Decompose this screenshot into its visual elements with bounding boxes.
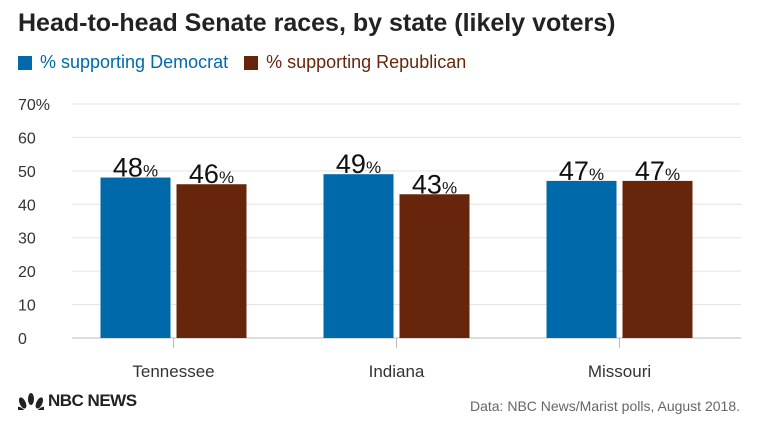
y-tick-label: 70% [18, 97, 50, 114]
data-label: 48% [113, 153, 158, 183]
data-label: 49% [336, 149, 381, 179]
bar [399, 194, 470, 338]
logo-text: NBC NEWS [48, 391, 137, 410]
legend-item-republican: % supporting Republican [244, 52, 466, 73]
legend-label-republican: % supporting Republican [266, 52, 467, 72]
x-tick-label: Tennessee [132, 362, 214, 381]
y-tick-label: 0 [18, 331, 27, 348]
bar [100, 177, 171, 338]
nbc-news-logo: NBC NEWS [18, 391, 137, 411]
y-tick-label: 60 [18, 130, 36, 147]
bar [176, 184, 247, 338]
bar [323, 174, 394, 338]
y-tick-label: 30 [18, 231, 36, 248]
chart-title: Head-to-head Senate races, by state (lik… [18, 9, 616, 37]
data-label: 43% [412, 169, 457, 199]
peacock-icon [18, 393, 44, 410]
chart-legend: % supporting Democrat % supporting Repub… [18, 52, 482, 73]
y-tick-label: 20 [18, 264, 36, 281]
legend-label-democrat: % supporting Democrat [40, 52, 229, 72]
x-tick-label: Indiana [369, 362, 425, 381]
source-note: Data: NBC News/Marist polls, August 2018… [469, 398, 740, 414]
data-label: 46% [189, 159, 234, 189]
y-tick-label: 40 [18, 197, 36, 214]
y-tick-label: 50 [18, 164, 36, 181]
bar [622, 180, 693, 338]
data-label: 47% [635, 156, 680, 186]
y-tick-label: 10 [18, 298, 36, 315]
legend-swatch-democrat [18, 55, 32, 70]
x-tick-label: Missouri [588, 362, 651, 381]
data-label: 47% [559, 156, 604, 186]
legend-swatch-republican [244, 55, 259, 70]
bar [546, 180, 617, 338]
legend-item-democrat: % supporting Democrat [18, 52, 228, 73]
